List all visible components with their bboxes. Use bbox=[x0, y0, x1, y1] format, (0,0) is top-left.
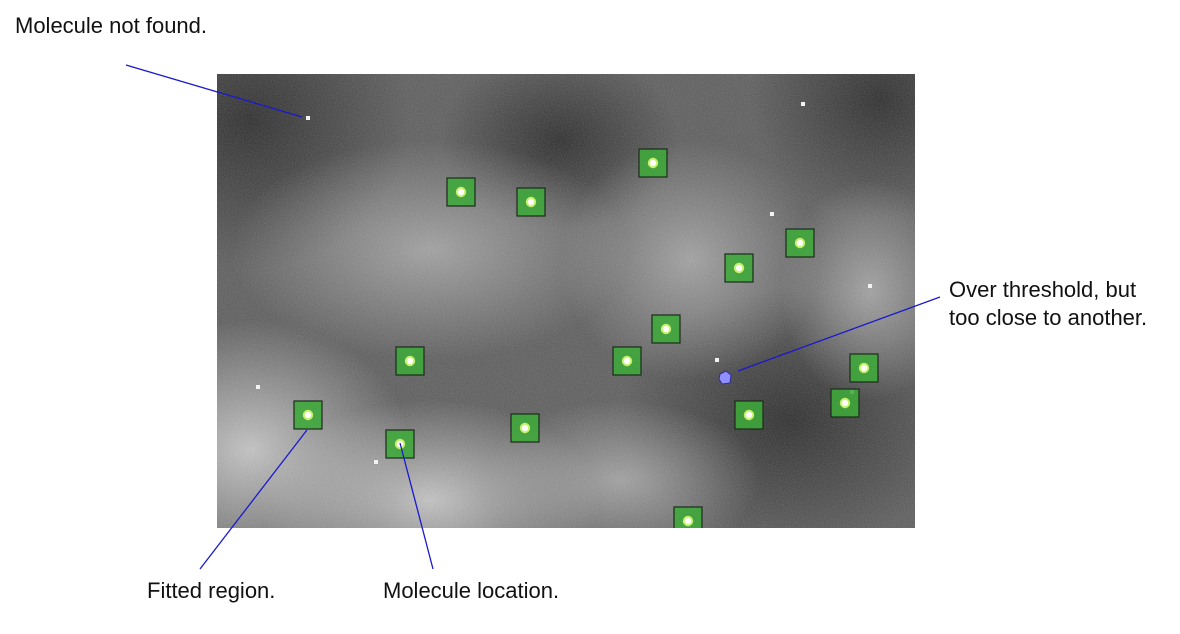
label-molecule-not-found: Molecule not found. bbox=[15, 13, 208, 38]
bright-spot bbox=[801, 102, 805, 106]
molecule-location-marker bbox=[647, 157, 659, 169]
leader-line-not-found bbox=[125, 64, 303, 118]
molecule-location-marker bbox=[839, 397, 851, 409]
molecule-location-marker bbox=[858, 362, 870, 374]
microscope-image bbox=[217, 74, 915, 528]
fitted-region-box bbox=[516, 187, 546, 217]
label-fitted-region: Fitted region. bbox=[147, 578, 276, 603]
molecule-location-marker bbox=[682, 515, 694, 527]
molecule-location-marker bbox=[404, 355, 416, 367]
fitted-region-box bbox=[785, 228, 815, 258]
label-over-threshold-line1: Over threshold, but bbox=[949, 277, 1137, 302]
label-molecule-location: Molecule location. bbox=[383, 578, 560, 603]
label-over-threshold-line2: too close to another. bbox=[949, 305, 1148, 330]
leader-line-location bbox=[399, 442, 434, 570]
molecule-location-marker bbox=[455, 186, 467, 198]
annotation-leader-lines bbox=[125, 64, 941, 570]
bright-spot bbox=[770, 212, 774, 216]
molecule-location-marker bbox=[660, 323, 672, 335]
molecule-location-marker bbox=[302, 409, 314, 421]
molecule-location-marker bbox=[733, 262, 745, 274]
molecule-location-marker bbox=[743, 409, 755, 421]
fitted-region-box bbox=[293, 400, 323, 430]
label-over-threshold: Over threshold, but too close to another… bbox=[949, 276, 1147, 332]
fitted-regions bbox=[293, 148, 879, 528]
bright-spot bbox=[256, 385, 260, 389]
bright-spot bbox=[715, 358, 719, 362]
bright-spot bbox=[306, 116, 310, 120]
molecule-location-marker bbox=[794, 237, 806, 249]
fitted-region-box bbox=[638, 148, 668, 178]
molecule-location-marker bbox=[621, 355, 633, 367]
rejected-molecule-marker bbox=[718, 370, 732, 385]
leader-line-fitted bbox=[199, 429, 308, 570]
leader-line-threshold bbox=[737, 296, 941, 372]
molecule-location-marker bbox=[519, 422, 531, 434]
molecule-location-marker bbox=[525, 196, 537, 208]
bright-spot bbox=[374, 460, 378, 464]
bright-spot bbox=[868, 284, 872, 288]
